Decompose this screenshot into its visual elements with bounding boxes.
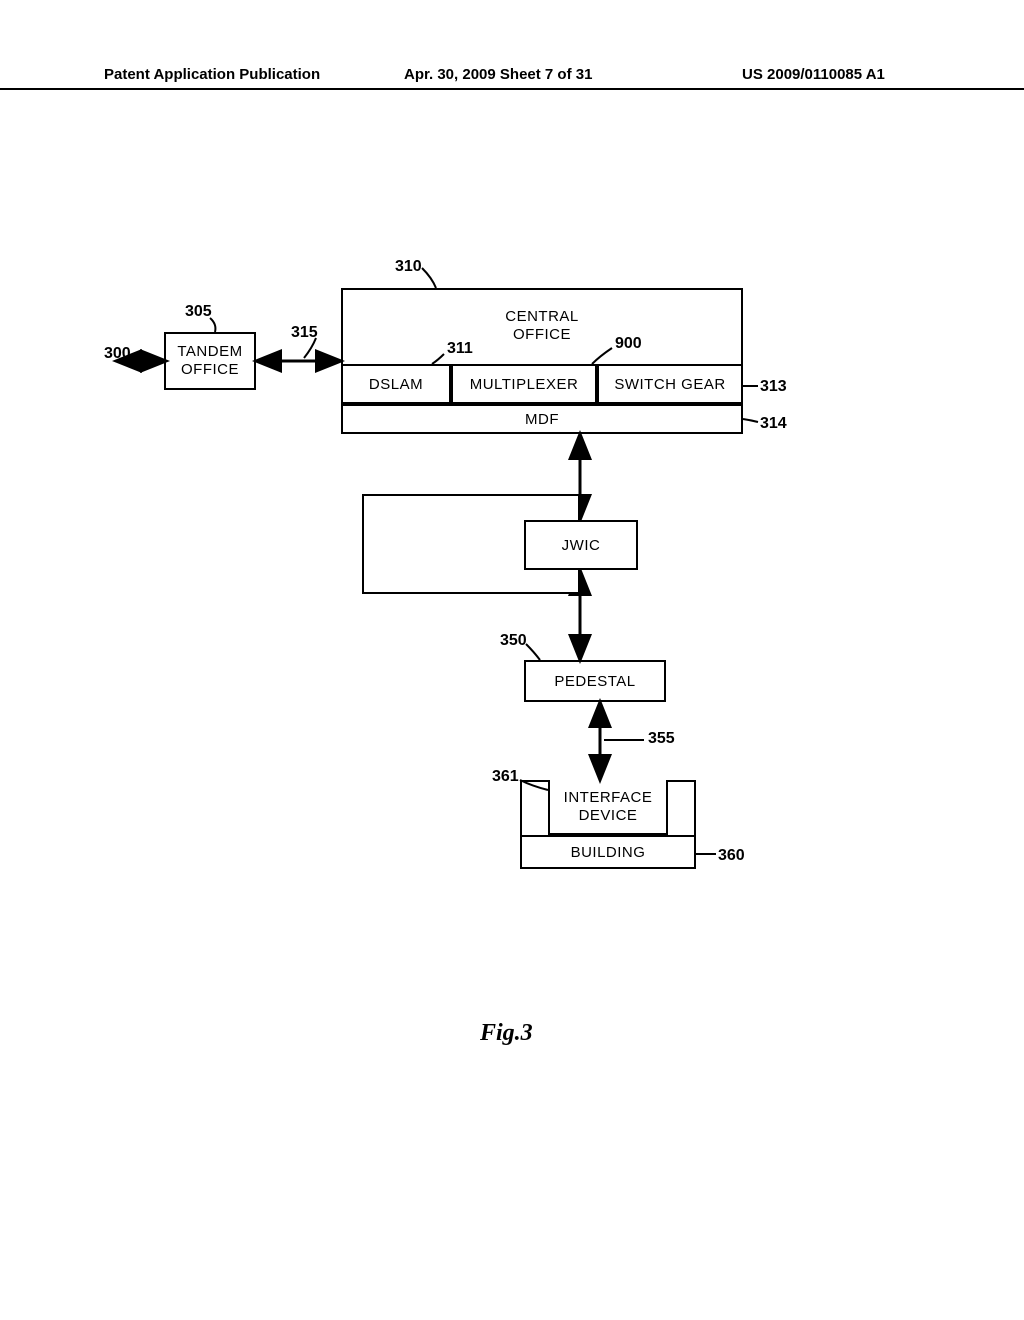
ref-361: 361 (492, 768, 519, 786)
building-label-box: BUILDING (520, 835, 696, 869)
header-right: US 2009/0110085 A1 (742, 66, 885, 83)
jwic-box: JWIC (524, 520, 638, 570)
ref-300: 300 (104, 345, 131, 363)
multiplexer-box: MULTIPLEXER (451, 364, 597, 404)
header-left: Patent Application Publication (104, 66, 320, 83)
pedestal-box: PEDESTAL (524, 660, 666, 702)
central-office-title: CENTRAL OFFICE (505, 308, 579, 344)
connectors-svg (0, 0, 1024, 1320)
ref-350: 350 (500, 632, 527, 650)
tandem-office-box: TANDEM OFFICE (164, 332, 256, 390)
ref-360: 360 (718, 847, 745, 865)
figure-label: Fig.3 (480, 1020, 533, 1047)
ref-313: 313 (760, 378, 787, 396)
interface-device-box: INTERFACE DEVICE (548, 780, 668, 835)
ref-305: 305 (185, 303, 212, 321)
ref-900: 900 (615, 335, 642, 353)
switch-gear-box: SWITCH GEAR (597, 364, 743, 404)
ref-310: 310 (395, 258, 422, 276)
mdf-box: MDF (341, 404, 743, 434)
ref-355: 355 (648, 730, 675, 748)
page-header: Patent Application Publication Apr. 30, … (0, 84, 1024, 90)
ref-315: 315 (291, 324, 318, 342)
header-center: Apr. 30, 2009 Sheet 7 of 31 (404, 66, 592, 83)
ref-314: 314 (760, 415, 787, 433)
ref-311: 311 (447, 340, 473, 358)
dslam-box: DSLAM (341, 364, 451, 404)
